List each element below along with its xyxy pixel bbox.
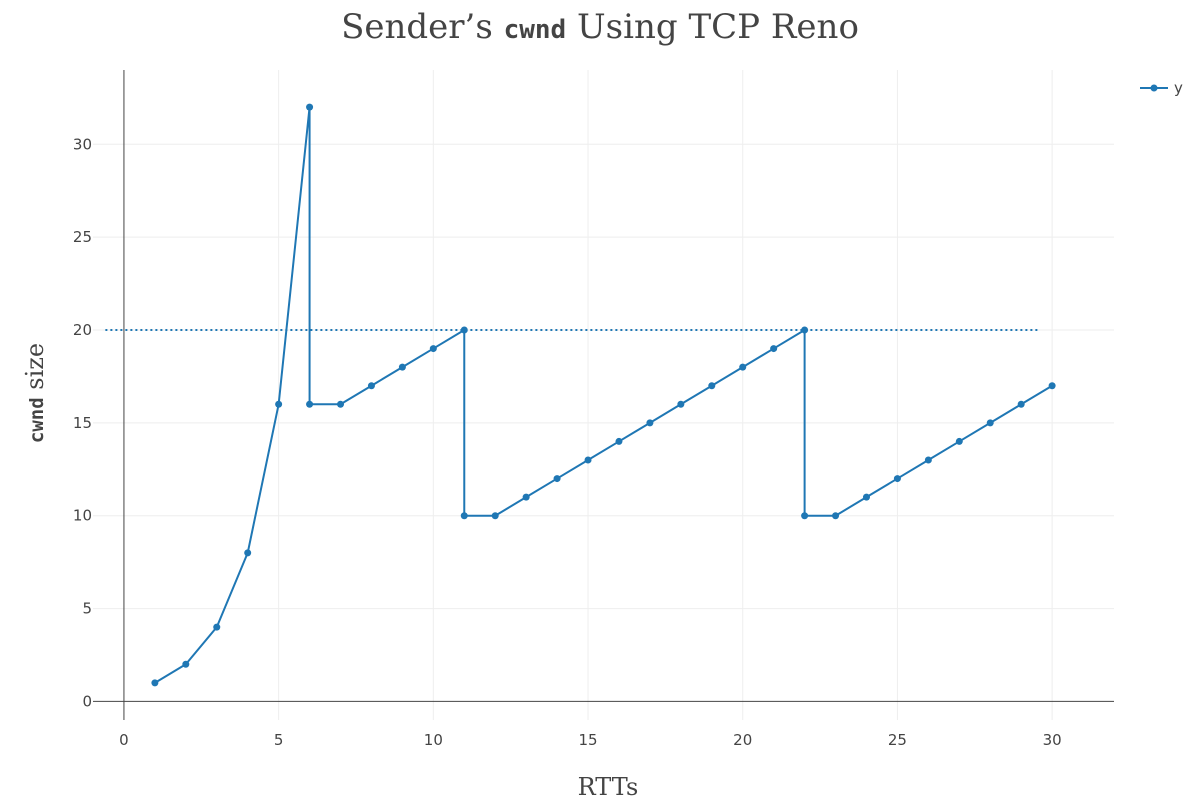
y-tick-label-5: 5 [82,600,92,618]
y-tick-label-0: 0 [82,692,92,710]
data-point-31 [1017,400,1025,408]
x-tick-label-25: 25 [888,731,907,749]
data-point-6 [306,400,314,408]
x-tick-label-30: 30 [1043,731,1062,749]
data-point-1 [182,660,190,668]
series-layer [151,103,1056,687]
legend-label-y: y [1174,79,1183,97]
tick-labels: 0 5 10 15 20 25 30 0 5 10 15 20 25 30 [73,135,1062,749]
data-point-19 [677,400,685,408]
data-point-0 [151,679,159,687]
axes [93,70,1114,720]
data-point-12 [460,512,468,520]
y-tick-label-10: 10 [73,507,92,525]
y-axis-title-cwnd: cwnd [26,397,48,443]
data-point-2 [213,623,221,631]
data-point-26 [862,493,870,501]
data-point-11 [460,326,468,334]
data-point-16 [584,456,592,464]
data-point-32 [1048,382,1056,390]
data-point-24 [801,512,809,520]
y-tick-label-20: 20 [73,321,92,339]
y-axis-title-size: size [21,343,49,397]
data-point-15 [553,475,561,483]
legend-marker [1150,84,1158,92]
grid-lines [93,70,1114,720]
data-point-3 [244,549,252,557]
data-point-22 [770,345,778,353]
data-point-10 [429,345,437,353]
data-point-25 [832,512,840,520]
data-point-4 [275,400,283,408]
chart-title-part-1: Sender’s [341,7,504,47]
y-axis-title: cwnd size [21,343,49,443]
data-point-28 [924,456,932,464]
data-point-8 [367,382,375,390]
data-point-17 [615,437,623,445]
x-tick-label-15: 15 [578,731,597,749]
data-point-21 [739,363,747,371]
data-point-18 [646,419,654,427]
chart-title: Sender’s cwnd Using TCP Reno [341,7,859,47]
data-point-29 [955,437,963,445]
data-point-14 [522,493,530,501]
y-tick-label-15: 15 [73,414,92,432]
data-point-7 [337,400,345,408]
chart-title-cwnd: cwnd [504,15,567,45]
x-tick-label-10: 10 [424,731,443,749]
chart-title-part-3: Using TCP Reno [566,7,859,47]
legend[interactable]: y [1140,79,1183,97]
data-point-9 [398,363,406,371]
data-point-27 [893,475,901,483]
data-point-30 [986,419,994,427]
y-tick-label-30: 30 [73,135,92,153]
x-tick-label-0: 0 [119,731,129,749]
x-axis-title: RTTs [578,773,639,800]
data-point-13 [491,512,499,520]
data-point-20 [708,382,716,390]
data-point-5 [306,103,314,111]
x-tick-label-5: 5 [274,731,284,749]
x-tick-label-20: 20 [733,731,752,749]
data-point-23 [801,326,809,334]
y-tick-label-25: 25 [73,228,92,246]
series-line-y [154,106,1053,684]
